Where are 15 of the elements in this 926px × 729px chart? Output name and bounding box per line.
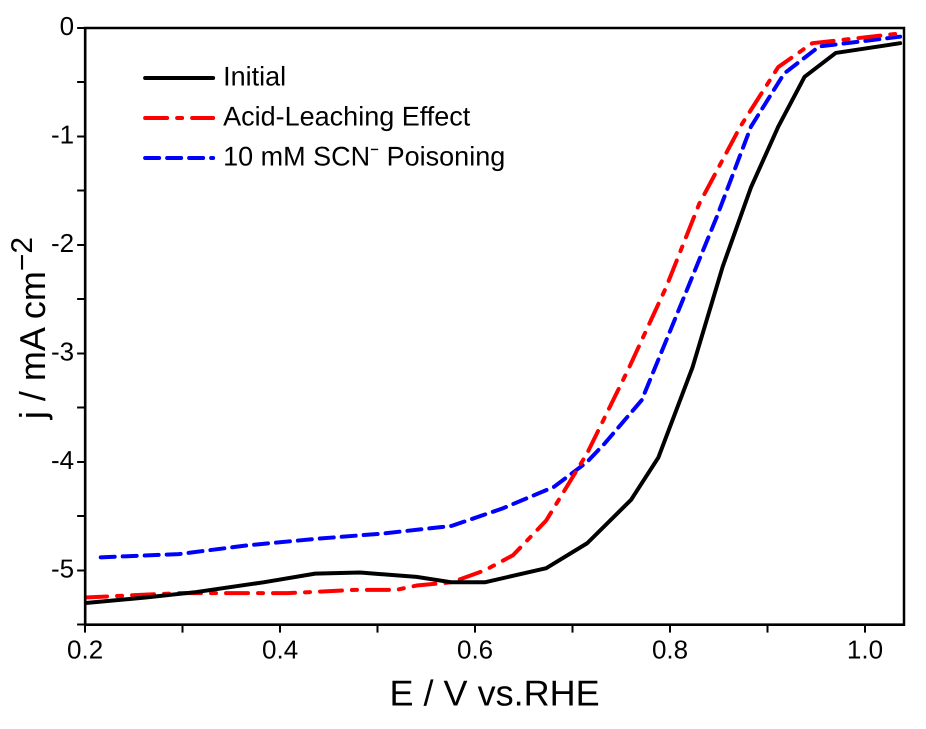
legend-label: Acid-Leaching Effect bbox=[223, 101, 471, 132]
y-tick-label: 0 bbox=[60, 11, 74, 42]
y-tick-label: -4 bbox=[50, 445, 74, 476]
x-tick-label: 0.2 bbox=[67, 634, 104, 664]
x-tick-label: 0.6 bbox=[456, 634, 494, 664]
y-tick-label: -3 bbox=[50, 336, 74, 367]
y-tick-label: -1 bbox=[50, 120, 74, 150]
x-tick-label: 0.4 bbox=[262, 634, 298, 664]
x-tick-label: 1.0 bbox=[846, 634, 884, 664]
legend-label: Initial bbox=[223, 61, 286, 92]
y-tick-label: -5 bbox=[50, 554, 74, 584]
x-axis-title: E / V vs.RHE bbox=[390, 672, 600, 714]
legend-label: 10 mM SCN⁻ Poisoning bbox=[223, 141, 506, 172]
x-tick-label: 0.8 bbox=[652, 634, 688, 664]
y-tick-label: -2 bbox=[50, 228, 74, 258]
